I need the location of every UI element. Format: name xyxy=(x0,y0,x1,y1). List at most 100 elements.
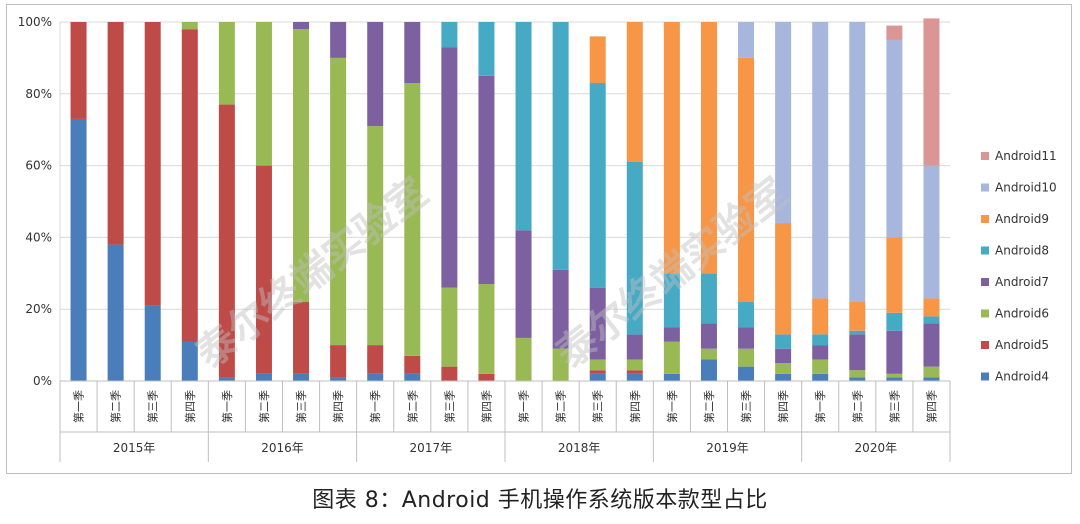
bar-segment-android9 xyxy=(663,22,680,274)
year-label: 2019年 xyxy=(706,441,749,455)
quarter-label: 第三季 xyxy=(146,390,160,423)
bar-segment-android7 xyxy=(441,47,458,288)
legend-label: Android11 xyxy=(995,149,1057,163)
bar-segment-android6 xyxy=(441,287,458,367)
bar-segment-android6 xyxy=(700,348,717,360)
bar-segment-android7 xyxy=(626,334,643,360)
quarter-label: 第四季 xyxy=(628,390,642,423)
bar-segment-android6 xyxy=(404,83,421,356)
bar-segment-android6 xyxy=(367,126,384,346)
bar-segment-android4 xyxy=(812,373,829,381)
bar-segment-android8 xyxy=(738,302,755,328)
bar-stack xyxy=(700,22,717,381)
bar-segment-android9 xyxy=(886,237,903,313)
bar-segment-android4 xyxy=(293,373,310,381)
bar-segment-android4 xyxy=(923,377,940,381)
legend-item: Android4 xyxy=(981,370,1049,384)
bar-segment-android6 xyxy=(886,373,903,378)
quarter-label: 第四季 xyxy=(331,390,345,423)
bar-segment-android7 xyxy=(812,345,829,360)
bar-segment-android5 xyxy=(181,29,198,342)
bar-segment-android9 xyxy=(700,22,717,274)
bar-segment-android8 xyxy=(923,316,940,324)
quarter-label: 第三季 xyxy=(442,390,456,423)
year-label: 2020年 xyxy=(855,441,898,455)
bar-segment-android4 xyxy=(404,373,421,381)
bar-segment-android4 xyxy=(255,373,272,381)
legend-label: Android8 xyxy=(995,244,1049,258)
quarter-label: 第四季 xyxy=(479,390,493,423)
bar-segment-android6 xyxy=(589,359,606,371)
quarter-label: 第一季 xyxy=(665,390,679,423)
legend-label: Android7 xyxy=(995,275,1049,289)
y-tick-label: 40% xyxy=(25,230,52,244)
bar-segment-android4 xyxy=(218,377,235,381)
bar-segment-android6 xyxy=(663,341,680,374)
bar-segment-android6 xyxy=(775,363,792,374)
bar-segment-android9 xyxy=(775,223,792,335)
bar-segment-android7 xyxy=(923,323,940,367)
bar-segment-android6 xyxy=(181,22,198,30)
stacked-bar-chart: 0% 20% 40% 60% 80% 100% 第一季 第二季 第三季 第四季 第一季 第二季 第三季… xyxy=(18,15,1057,462)
bar-segment-android4 xyxy=(849,377,866,381)
bar-segment-android5 xyxy=(367,345,384,374)
bar-segment-android10 xyxy=(738,22,755,58)
bar-segment-android8 xyxy=(812,334,829,346)
year-label: 2015年 xyxy=(113,441,156,455)
quarter-label: 第一季 xyxy=(220,390,234,423)
bar-stack xyxy=(589,36,606,381)
legend-item: Android11 xyxy=(981,149,1057,163)
legend-swatch xyxy=(981,215,989,223)
year-label: 2016年 xyxy=(261,441,304,455)
legend-item: Android5 xyxy=(981,338,1049,352)
legend-label: Android9 xyxy=(995,212,1049,226)
bar-stack xyxy=(293,22,310,381)
bar-segment-android5 xyxy=(107,22,124,245)
bar-segment-android4 xyxy=(700,359,717,381)
bar-segment-android8 xyxy=(775,334,792,349)
bar-segment-android9 xyxy=(589,36,606,84)
bar-segment-android10 xyxy=(812,22,829,299)
year-label: 2017年 xyxy=(410,441,453,455)
quarter-label: 第二季 xyxy=(257,390,271,423)
quarter-label: 第三季 xyxy=(739,390,753,423)
y-tick-label: 60% xyxy=(25,159,52,173)
y-tick-label: 80% xyxy=(25,87,52,101)
bar-segment-android5 xyxy=(293,302,310,374)
quarter-label: 第一季 xyxy=(72,390,86,423)
bar-segment-android6 xyxy=(812,359,829,374)
bar-segment-android11 xyxy=(923,18,940,166)
bar-segment-android7 xyxy=(663,327,680,342)
legend-swatch xyxy=(981,372,989,381)
bar-segment-android8 xyxy=(589,83,606,288)
y-axis-ticks: 0% 20% 40% 60% 80% 100% xyxy=(18,15,52,388)
legend-swatch xyxy=(981,152,989,160)
bar-segment-android7 xyxy=(552,269,569,349)
bar-segment-android6 xyxy=(626,359,643,371)
bar-segment-android9 xyxy=(812,298,829,335)
bar-stack xyxy=(367,22,384,381)
bar-segment-android7 xyxy=(738,327,755,349)
quarter-label: 第四季 xyxy=(924,390,938,423)
y-tick-label: 100% xyxy=(18,15,52,29)
legend-item: Android6 xyxy=(981,307,1049,321)
bar-segment-android5 xyxy=(441,366,458,381)
bar-segment-android7 xyxy=(330,22,347,58)
bar-stack xyxy=(404,22,421,381)
bar-stack xyxy=(441,22,458,381)
figure-caption: 图表 8：Android 手机操作系统版本款型占比 xyxy=(312,488,768,513)
bar-segment-android7 xyxy=(478,75,495,285)
y-tick-label: 20% xyxy=(25,302,52,316)
bar-segment-android7 xyxy=(775,348,792,364)
bar-segment-android7 xyxy=(700,323,717,349)
bar-segment-android10 xyxy=(886,39,903,238)
bar-segment-android5 xyxy=(218,104,235,378)
bars xyxy=(70,18,940,382)
bar-stack xyxy=(552,22,569,381)
bar-stack xyxy=(478,22,495,381)
bar-segment-android9 xyxy=(626,22,643,163)
bar-segment-android6 xyxy=(478,284,495,374)
bar-segment-android5 xyxy=(478,373,495,381)
quarter-label: 第三季 xyxy=(887,390,901,423)
bar-segment-android5 xyxy=(144,22,161,306)
